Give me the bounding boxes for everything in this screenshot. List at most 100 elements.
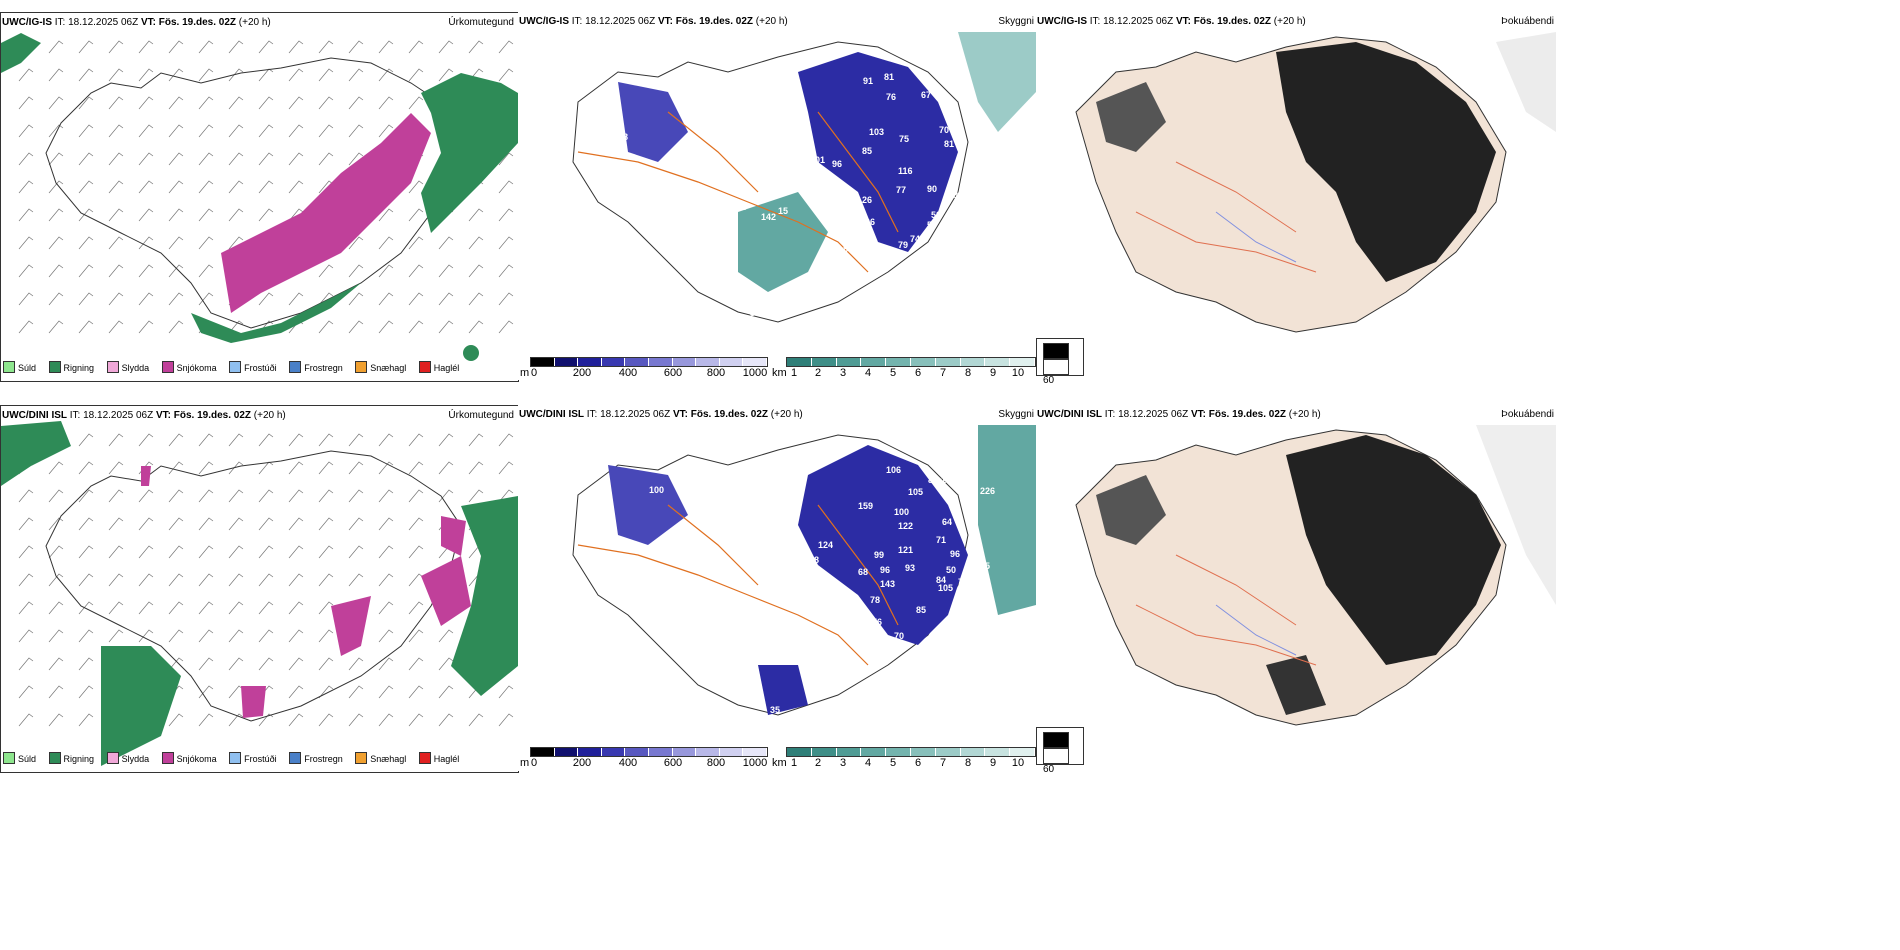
- wind-barb-icon: [48, 601, 64, 615]
- it-value: 18.12.2025 06Z: [585, 16, 656, 27]
- wind-barb-icon: [228, 545, 244, 559]
- wind-barb-icon: [258, 96, 274, 110]
- precip-number: 68: [858, 567, 869, 577]
- height-tick: 0: [530, 757, 538, 769]
- visibility-colorbar: km 1 2 3 4 5 6 7 8 9 10: [772, 357, 1036, 381]
- wind-barb-icon: [468, 489, 484, 503]
- model-name: UWC/IG-IS: [1037, 16, 1087, 27]
- wind-barb-icon: [18, 657, 34, 671]
- color-swatch: [578, 748, 602, 756]
- wind-barb-icon: [198, 713, 214, 727]
- wind-barb-icon: [468, 713, 484, 727]
- wind-barb-icon: [348, 685, 364, 699]
- vt-label: VT:: [1175, 16, 1191, 27]
- wind-barb-icon: [498, 152, 514, 166]
- precip-number: 81: [884, 72, 895, 82]
- wind-barb-icon: [108, 152, 124, 166]
- wind-barb-icon: [108, 96, 124, 110]
- precip-number: 56: [946, 617, 957, 627]
- wind-barb-icon: [78, 685, 94, 699]
- legend-item-snaehagl: Snæhagl: [355, 361, 406, 373]
- wind-barb-icon: [48, 68, 64, 82]
- wind-barb-icon: [378, 461, 394, 475]
- wind-barb-icon: [468, 208, 484, 222]
- visibility-unit: km: [772, 367, 787, 379]
- wind-barb-icon: [288, 573, 304, 587]
- wind-barb-icon: [138, 208, 154, 222]
- wind-barb-icon: [498, 68, 514, 82]
- legend-label: Súld: [18, 754, 37, 764]
- wind-barb-icon: [78, 489, 94, 503]
- wind-barb-icon: [108, 573, 124, 587]
- wind-barb-icon: [348, 96, 364, 110]
- wind-barb-icon: [138, 264, 154, 278]
- legend-label: Snæhagl: [370, 363, 407, 373]
- wind-barb-icon: [288, 40, 304, 54]
- wind-barb-icon: [18, 152, 34, 166]
- wind-barb-icon: [408, 713, 424, 727]
- precip-number: 64: [942, 517, 953, 527]
- visibility-tick: 3: [839, 757, 847, 769]
- color-swatch: [672, 748, 697, 756]
- wind-barb-icon: [168, 264, 184, 278]
- precip-number: 105: [938, 583, 954, 593]
- wind-barb-icon: [348, 40, 364, 54]
- wind-barb-icon: [498, 433, 514, 447]
- panel-header: UWC/DINI ISL IT: 18.12.2025 06Z VT: Fös.…: [519, 409, 803, 420]
- precip-number: 99: [874, 550, 885, 560]
- wind-barb-icon: [468, 433, 484, 447]
- wind-barb-icon: [228, 657, 244, 671]
- color-swatch: [811, 748, 837, 756]
- visibility-tick: 1: [790, 757, 798, 769]
- wind-barb-icon: [138, 96, 154, 110]
- wind-barb-icon: [378, 40, 394, 54]
- wind-barb-icon: [288, 657, 304, 671]
- height-unit: m: [520, 367, 530, 379]
- wind-barb-icon: [348, 461, 364, 475]
- wind-barb-icon: [198, 68, 214, 82]
- legend-swatch: [48, 752, 61, 764]
- precip-number: 99: [779, 302, 790, 312]
- wind-barb-icon: [228, 629, 244, 643]
- wind-barb-icon: [228, 152, 244, 166]
- wind-barb-icon: [228, 461, 244, 475]
- model-name: UWC/DINI ISL: [2, 410, 67, 421]
- legend-label: Frostúði: [244, 363, 277, 373]
- precip-number: 97: [998, 148, 1009, 158]
- wind-barb-icon: [168, 433, 184, 447]
- color-swatch: [985, 748, 1011, 756]
- wind-barb-icon: [348, 713, 364, 727]
- forecast-offset: (+20 h): [1288, 409, 1321, 420]
- wind-barb-icon: [18, 68, 34, 82]
- wind-barb-icon: [108, 208, 124, 222]
- wind-barb-icon: [108, 320, 124, 334]
- wind-barb-icon: [288, 461, 304, 475]
- wind-barb-icon: [108, 124, 124, 138]
- color-swatch: [531, 748, 555, 756]
- wind-barb-icon: [108, 433, 124, 447]
- height-tick: 200: [572, 367, 592, 379]
- wind-barb-icon: [258, 601, 274, 615]
- precip-number: 41: [752, 287, 763, 297]
- wind-barb-icon: [318, 489, 334, 503]
- wind-barb-icon: [378, 264, 394, 278]
- wind-barb-icon: [228, 601, 244, 615]
- wind-barb-icon: [138, 236, 154, 250]
- wind-barb-icon: [498, 292, 514, 306]
- wind-barb-icon: [198, 545, 214, 559]
- precip-number: 50: [927, 220, 938, 230]
- wind-barb-icon: [498, 685, 514, 699]
- precip-number: 70: [939, 125, 950, 135]
- vt-label: VT:: [672, 409, 688, 420]
- legend-label: Haglél: [433, 363, 460, 373]
- fog-key-row-high: 60: [1043, 359, 1083, 386]
- wind-barb-icon: [198, 292, 214, 306]
- height-swatches: [530, 747, 768, 757]
- fog-key-swatch: [1043, 748, 1069, 764]
- fog-map: [1075, 32, 1556, 333]
- wind-barb-icon: [78, 180, 94, 194]
- color-swatch: [578, 358, 602, 366]
- visibility-tick: 10: [1011, 757, 1025, 769]
- wind-barb-icon: [408, 292, 424, 306]
- precip-number: 23: [745, 332, 756, 342]
